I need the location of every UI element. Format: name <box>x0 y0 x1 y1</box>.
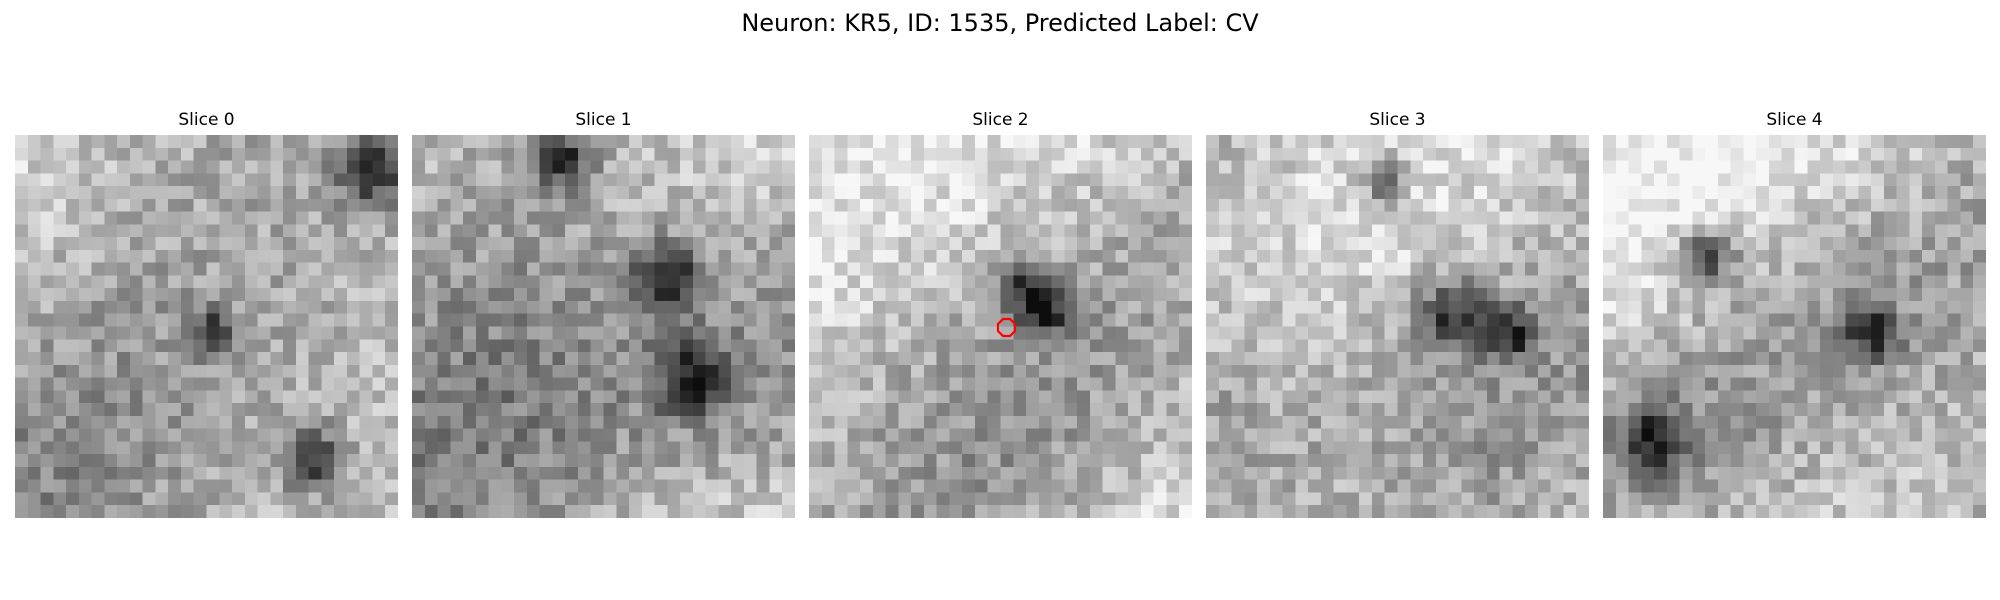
slice-title-2: Slice 2 <box>972 110 1029 130</box>
slice-image-4 <box>1603 135 1986 518</box>
slice-image-3 <box>1206 135 1589 518</box>
slice-title-3: Slice 3 <box>1369 110 1426 130</box>
slice-image-0 <box>15 135 398 518</box>
figure-title: Neuron: KR5, ID: 1535, Predicted Label: … <box>741 9 1259 37</box>
slice-image-1 <box>412 135 795 518</box>
slice-title-4: Slice 4 <box>1766 110 1823 130</box>
slice-title-1: Slice 1 <box>575 110 632 130</box>
slice-title-0: Slice 0 <box>178 110 235 130</box>
slice-image-2 <box>809 135 1192 518</box>
